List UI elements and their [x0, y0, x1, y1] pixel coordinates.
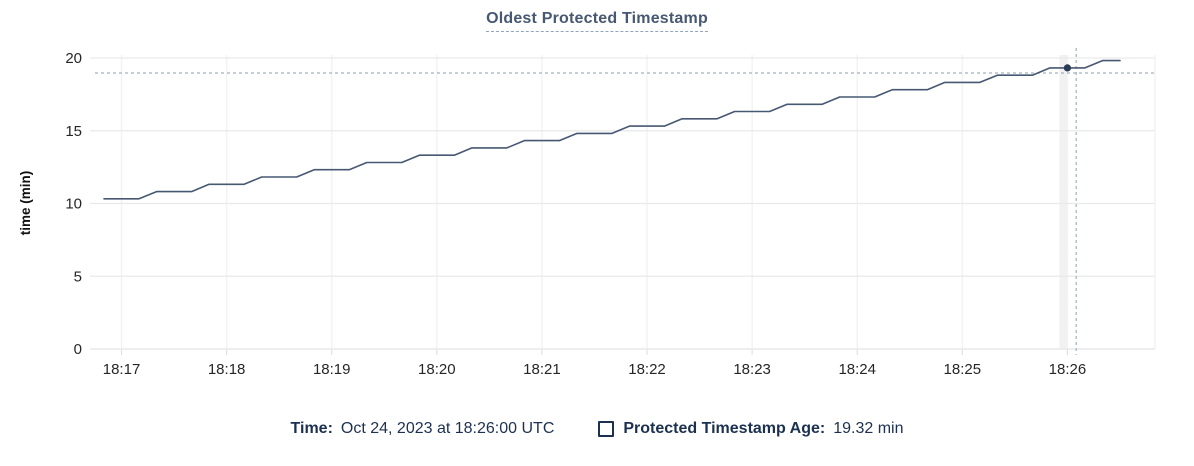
chart-plot-area[interactable]: 18:17 18:18 18:19 18:20 18:21 18:22 18:23 18:24… — [0, 0, 1194, 395]
highlighted-data-point[interactable] — [1063, 64, 1072, 72]
y-tick-label: 0 — [74, 341, 82, 358]
time-value: Oct 24, 2023 at 18:26:00 UTC — [340, 420, 555, 437]
x-tick-label: 18:25 — [944, 361, 982, 378]
x-tick-label: 18:19 — [313, 361, 351, 378]
x-tick-label: 18:26 — [1049, 361, 1087, 378]
legend-item-protected-timestamp-age[interactable]: Protected Timestamp Age: 19.32 min — [598, 417, 903, 441]
series-line-protected-timestamp-age — [103, 59, 1121, 200]
y-axis-title: time (min) — [18, 171, 33, 236]
series-value: 19.32 min — [833, 420, 904, 437]
series-label: Protected Timestamp Age: — [623, 420, 826, 437]
x-tick-label: 18:17 — [103, 361, 141, 378]
x-tick-label: 18:23 — [733, 361, 771, 378]
legend-checkbox-icon[interactable] — [598, 421, 615, 437]
y-tick-label: 10 — [65, 196, 82, 213]
chart-header: Oldest Protected Timestamp — [0, 10, 1194, 32]
x-tick-label: 18:21 — [523, 361, 561, 378]
chart-title[interactable]: Oldest Protected Timestamp — [486, 10, 708, 32]
y-tick-label: 20 — [65, 50, 82, 67]
x-tick-label: 18:20 — [418, 361, 456, 378]
x-tick-label: 18:24 — [838, 361, 876, 378]
x-tick-label: 18:22 — [628, 361, 666, 378]
y-tick-label: 5 — [74, 268, 82, 285]
time-label: Time: — [290, 420, 333, 437]
hover-highlight-band — [1059, 55, 1068, 349]
x-tick-label: 18:18 — [208, 361, 246, 378]
y-tick-label: 15 — [65, 123, 82, 140]
tooltip-legend: Time: Oct 24, 2023 at 18:26:00 UTC Prote… — [0, 417, 1194, 441]
